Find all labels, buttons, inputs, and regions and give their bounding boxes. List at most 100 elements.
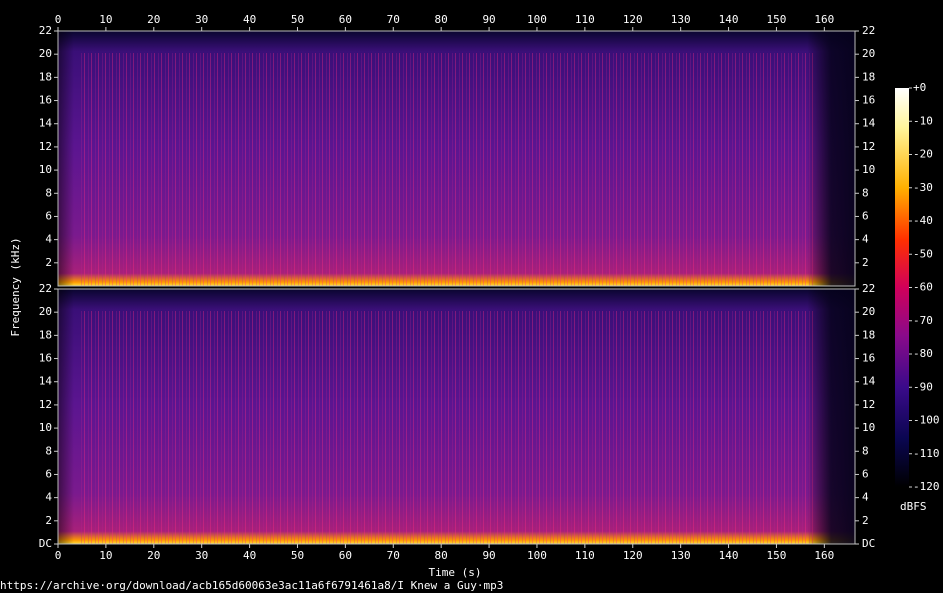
x-tick-label: 130	[671, 549, 691, 562]
y-tick-label: 12	[862, 140, 875, 153]
x-tick-label: 80	[435, 13, 448, 26]
y-tick-label: 4	[45, 491, 52, 504]
footer: https://archive·org/download/acb165d6006…	[0, 579, 503, 592]
y-tick-label: 20	[39, 47, 52, 60]
y-tick-label: 20	[862, 47, 875, 60]
y-tick-label: 4	[45, 233, 52, 246]
y-tick-label: 18	[39, 70, 52, 83]
y-tick-label: 12	[862, 398, 875, 411]
x-tick-label: 10	[99, 13, 112, 26]
colorbar-tick-label: -90	[913, 380, 933, 393]
x-tick-label: 130	[671, 13, 691, 26]
y-tick-label: 12	[39, 398, 52, 411]
y-tick-label: 6	[862, 209, 869, 222]
y-tick-label: 22	[39, 282, 52, 295]
y-tick-label: 14	[862, 375, 876, 388]
x-tick-label: 80	[435, 549, 448, 562]
x-tick-label: 0	[55, 549, 62, 562]
x-tick-label: 140	[719, 13, 739, 26]
panel-frame	[57, 30, 856, 287]
x-tick-label: 30	[195, 549, 208, 562]
colorbar-tick-label: -20	[913, 148, 933, 161]
y-tick-label: 16	[862, 94, 875, 107]
x-tick-label: 160	[814, 549, 834, 562]
y-tick-label: 2	[45, 514, 52, 527]
y-axis-label: Frequency (kHz)	[9, 237, 22, 336]
y-tick-label: 8	[45, 444, 52, 457]
colorbar-tick-label: -40	[913, 214, 933, 227]
x-tick-label: 150	[767, 13, 787, 26]
x-tick-label: 140	[719, 549, 739, 562]
y-tick-label: 10	[862, 163, 875, 176]
x-tick-label: 50	[291, 549, 304, 562]
colorbar-tick-label: -50	[913, 247, 933, 260]
y-tick-label: 18	[39, 328, 52, 341]
y-tick-label: 8	[862, 444, 869, 457]
colorbar-tick-label: +0	[913, 81, 926, 94]
y-tick-label: 18	[862, 70, 875, 83]
x-tick-label: 50	[291, 13, 304, 26]
x-tick-label: 70	[387, 13, 400, 26]
x-tick-label: 30	[195, 13, 208, 26]
x-axis-label: Time (s)	[429, 566, 482, 579]
colorbar-tick-label: -60	[913, 281, 933, 294]
y-tick-label: 14	[39, 375, 53, 388]
y-tick-label: 6	[862, 467, 869, 480]
y-tick-label: 2	[862, 514, 869, 527]
x-tick-label: 40	[243, 13, 256, 26]
y-tick-label: 22	[39, 24, 52, 37]
x-tick-label: 100	[527, 13, 547, 26]
y-tick-label: 16	[862, 352, 875, 365]
y-tick-label: 20	[39, 305, 52, 318]
x-tick-label: 110	[575, 549, 595, 562]
y-tick-label: 22	[862, 24, 875, 37]
spectrogram-fade	[58, 31, 855, 286]
y-tick-label: 6	[45, 467, 52, 480]
colorbar-label: dBFS	[900, 500, 927, 513]
x-tick-label: 10	[99, 549, 112, 562]
y-tick-label: 8	[45, 186, 52, 199]
y-tick-label: DC	[39, 537, 52, 550]
y-tick-label: 18	[862, 328, 875, 341]
y-tick-label: 10	[39, 421, 52, 434]
colorbar-tick-label: -120	[913, 480, 940, 493]
x-tick-label: 20	[147, 549, 160, 562]
x-tick-label: 70	[387, 549, 400, 562]
y-tick-label: 12	[39, 140, 52, 153]
x-tick-label: 60	[339, 13, 352, 26]
y-tick-label: 16	[39, 352, 52, 365]
panel-frame	[57, 288, 856, 545]
x-tick-label: 0	[55, 13, 62, 26]
y-tick-label: 8	[862, 186, 869, 199]
y-tick-label: 14	[39, 117, 53, 130]
y-tick-label: 2	[45, 256, 52, 269]
x-tick-label: 120	[623, 549, 643, 562]
y-tick-label: 10	[39, 163, 52, 176]
x-tick-label: 60	[339, 549, 352, 562]
y-tick-label: 4	[862, 233, 869, 246]
y-tick-label: 6	[45, 209, 52, 222]
colorbar-tick-label: -10	[913, 114, 933, 127]
y-tick-label: 16	[39, 94, 52, 107]
y-tick-label: DC	[862, 537, 875, 550]
x-tick-label: 100	[527, 549, 547, 562]
y-tick-label: 20	[862, 305, 875, 318]
y-tick-label: 22	[862, 282, 875, 295]
x-tick-label: 150	[767, 549, 787, 562]
spectrogram-fade	[58, 289, 855, 544]
x-tick-label: 120	[623, 13, 643, 26]
y-tick-label: 2	[862, 256, 869, 269]
x-tick-label: 40	[243, 549, 256, 562]
colorbar-tick-label: -100	[913, 414, 940, 427]
colorbar-tick-label: -110	[913, 447, 940, 460]
y-tick-label: 14	[862, 117, 876, 130]
colorbar-tick-label: -70	[913, 314, 933, 327]
x-tick-label: 20	[147, 13, 160, 26]
colorbar	[895, 88, 909, 487]
x-tick-label: 90	[482, 13, 495, 26]
x-tick-label: 90	[482, 549, 495, 562]
x-tick-label: 160	[814, 13, 834, 26]
x-tick-label: 110	[575, 13, 595, 26]
